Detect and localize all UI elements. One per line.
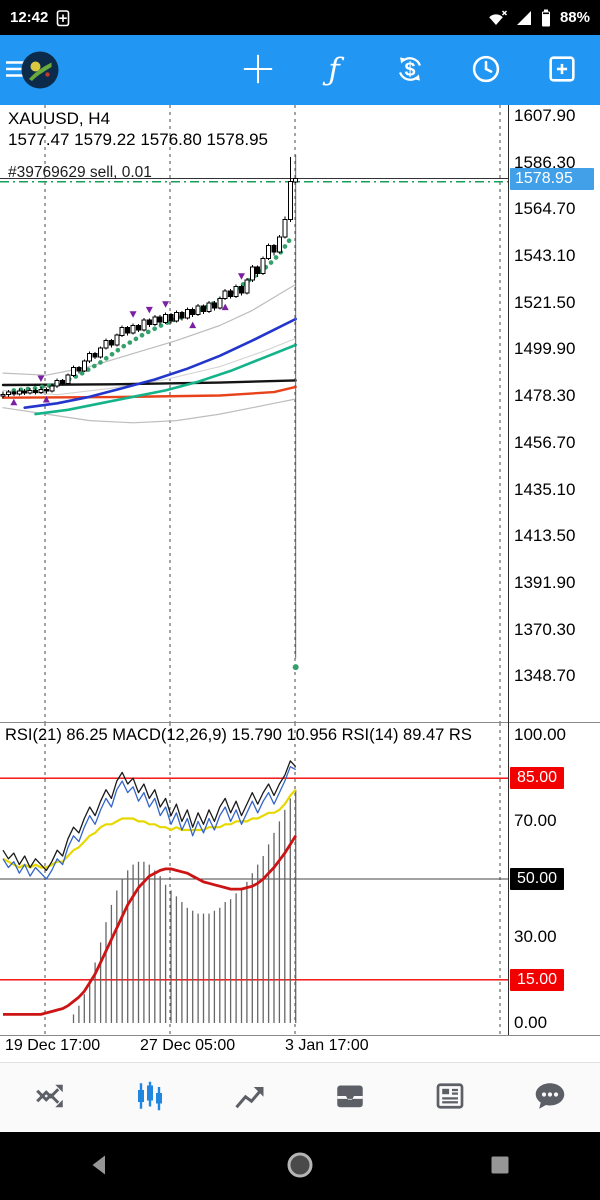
- price-axis-label: 1435.10: [514, 479, 576, 499]
- android-navigation-bar: [0, 1132, 600, 1200]
- crosshair-icon: [241, 52, 275, 89]
- price-axis-label: 1586.30: [514, 152, 576, 172]
- add-window-button[interactable]: [538, 46, 586, 94]
- time-axis: 19 Dec 17:00 27 Dec 05:00 3 Jan 17:00: [0, 1037, 508, 1061]
- price-chart[interactable]: [0, 105, 508, 722]
- wifi-icon: [487, 9, 508, 26]
- trade-dollar-icon: $: [393, 52, 427, 89]
- chart-bottom-separator: [0, 1035, 600, 1036]
- indicator-level-badge: 15.00: [510, 968, 565, 991]
- cell-signal-icon: [516, 10, 532, 26]
- axis-separator: [508, 105, 509, 1035]
- time-axis-label: 3 Jan 17:00: [285, 1037, 369, 1054]
- recents-square-icon: [487, 1152, 513, 1181]
- inbox-tray-icon: [332, 1078, 368, 1117]
- app-toolbar: ƒ $: [0, 35, 600, 105]
- battery-icon: [540, 8, 552, 28]
- price-axis-label: 1564.70: [514, 199, 576, 219]
- news-tab[interactable]: [400, 1063, 500, 1132]
- price-axis-label: 1413.50: [514, 526, 576, 546]
- clock-icon: [469, 52, 503, 89]
- candlestick-chart-icon: [132, 1078, 168, 1117]
- current-price-badge: 1578.95: [510, 167, 594, 190]
- price-axis-label: 1499.90: [514, 339, 576, 359]
- price-axis-label: 1478.30: [514, 386, 576, 406]
- pane-separator[interactable]: [0, 722, 600, 723]
- trade-tab[interactable]: [200, 1063, 300, 1132]
- charts-tab[interactable]: [100, 1063, 200, 1132]
- back-triangle-icon: [87, 1152, 113, 1181]
- time-axis-label: 19 Dec 17:00: [5, 1037, 101, 1054]
- indicator-axis-label: 100.00: [514, 725, 566, 744]
- indicator-chart[interactable]: [0, 723, 508, 1035]
- indicator-axis-label: 30.00: [514, 926, 557, 946]
- recents-button[interactable]: [455, 1141, 545, 1191]
- indicator-axis-label: 70.00: [514, 811, 557, 831]
- indicator-level-badge: 85.00: [510, 767, 565, 790]
- price-axis-label: 1543.10: [514, 246, 576, 266]
- timeframes-button[interactable]: [462, 46, 510, 94]
- svg-text:$: $: [404, 58, 415, 80]
- newspaper-icon: [432, 1078, 468, 1117]
- home-circle-icon: [285, 1150, 315, 1183]
- app-logo[interactable]: [21, 51, 59, 89]
- battery-saver-icon: [56, 9, 70, 27]
- indicators-button[interactable]: ƒ: [310, 46, 358, 94]
- price-axis-label: 1456.70: [514, 432, 576, 452]
- quotes-arrows-icon: [32, 1078, 68, 1117]
- indicator-level-badge: 50.00: [510, 868, 565, 890]
- price-axis-label: 1607.90: [514, 106, 576, 125]
- back-button[interactable]: [55, 1141, 145, 1191]
- price-axis-label: 1370.30: [514, 619, 576, 639]
- indicator-axis-label: 0.00: [514, 1013, 548, 1032]
- status-bar: 12:42 88%: [0, 0, 600, 35]
- status-time: 12:42: [10, 9, 49, 26]
- trend-arrow-icon: [232, 1078, 268, 1117]
- history-tab[interactable]: [300, 1063, 400, 1132]
- price-axis-label: 1391.90: [514, 572, 576, 592]
- bottom-navigation: [0, 1062, 600, 1132]
- price-axis-label: 1521.50: [514, 292, 576, 312]
- quotes-tab[interactable]: [0, 1063, 100, 1132]
- crosshair-button[interactable]: [234, 46, 282, 94]
- new-order-button[interactable]: $: [386, 46, 434, 94]
- messages-tab[interactable]: [500, 1063, 600, 1132]
- battery-percent: 88%: [559, 9, 590, 26]
- function-icon: ƒ: [328, 51, 340, 88]
- price-axis-label: 1348.70: [514, 666, 576, 686]
- time-axis-label: 27 Dec 05:00: [140, 1037, 236, 1054]
- chat-bubble-icon: [532, 1078, 568, 1117]
- add-square-icon: [545, 52, 579, 89]
- home-button[interactable]: [255, 1141, 345, 1191]
